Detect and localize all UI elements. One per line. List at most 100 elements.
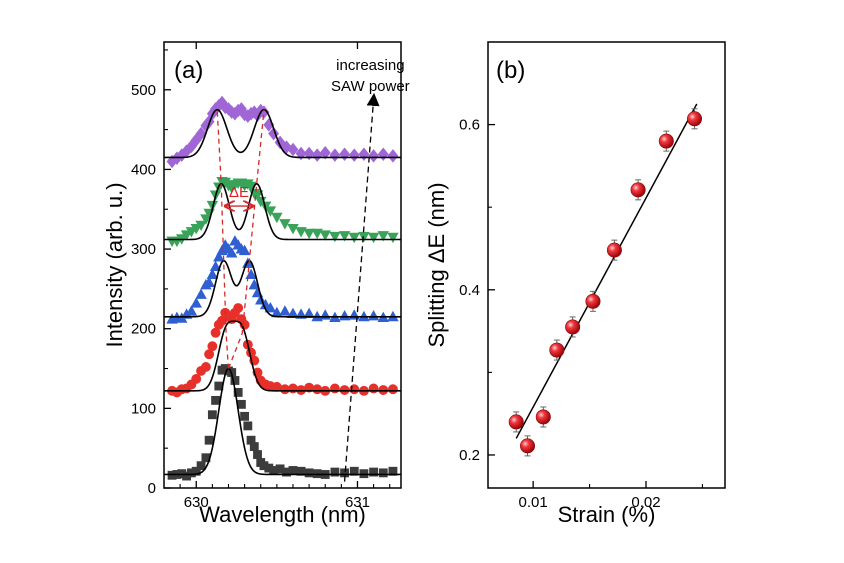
x-tick-label: 630 [184,494,209,511]
data-point [186,468,196,478]
data-point [348,232,360,244]
data-point [271,306,283,318]
data-point [238,244,251,256]
data-point [296,466,306,476]
y-tick-label: 0.2 [459,447,480,464]
fit-curve [164,320,401,392]
panel-a: increasing SAW power ΔE 0 100 200 300 400 500… [102,41,410,527]
data-point [211,395,221,405]
data-point [367,309,380,321]
data-point [329,383,340,394]
panel-b-axes: 0.2 0.4 0.6 0.01 0.02 [459,117,703,511]
data-point [378,468,388,478]
x-tick-label: 0.02 [631,494,660,511]
data-point [203,276,215,287]
guide-line-left [216,109,230,369]
panel-b-frame [487,41,726,489]
y-tick-label: 0.6 [459,117,480,134]
data-point [304,468,314,478]
data-point [348,309,360,320]
data-point [319,230,331,241]
data-point [519,435,535,457]
data-point [358,231,370,243]
data-point [387,149,399,163]
panel-a-frame [163,41,402,489]
data-point [287,223,299,235]
data-point [358,147,370,162]
data-point [233,303,244,313]
data-point [658,130,674,152]
panel-b-x-axis-title: Strain (%) [558,502,656,527]
fit-curve [164,182,401,241]
y-tick-label: 100 [131,400,156,417]
data-point [214,381,224,391]
data-point [271,212,283,224]
data-point [535,406,551,428]
data-point [339,385,350,395]
data-point [185,139,197,154]
data-point [348,148,360,162]
data-point [288,466,298,475]
data-point [207,341,218,352]
data-point [229,106,241,121]
data-point [236,399,246,409]
data-point [252,108,263,123]
data-point [191,373,202,384]
fit-curve [164,108,401,159]
data-point [281,140,292,154]
data-point [329,231,341,243]
guide-line-right [227,109,265,369]
data-point [378,385,389,395]
data-point [181,144,193,158]
data-point [377,231,389,242]
panel-a-axes: 0 100 200 300 400 500 630 631 [131,42,391,511]
delta-e-label: ΔE [229,184,249,201]
data-point [195,288,207,299]
data-point [210,327,221,338]
data-point [279,305,291,316]
data-point [303,307,315,319]
y-tick-label: 0 [148,480,156,497]
data-point [340,468,349,478]
data-point [338,309,351,321]
data-point [191,466,201,476]
data-point [282,467,291,477]
data-point [387,232,399,244]
data-point [287,142,299,157]
data-point [243,421,253,431]
data-point [349,384,360,395]
data-point [201,453,211,463]
y-tick-label: 500 [131,82,156,99]
data-point [585,290,601,312]
data-point [259,461,269,471]
data-point [246,435,256,445]
data-point [279,219,291,230]
data-point [312,384,323,395]
data-point [330,467,340,477]
series-purple [166,95,399,169]
data-point [245,181,257,193]
data-point [319,145,331,160]
data-point [271,381,282,392]
data-point [311,148,323,162]
panel-a-plot-area [164,95,401,481]
data-point [204,435,214,445]
data-point [206,268,219,279]
data-point [230,376,240,385]
panel-b-label: (b) [496,57,525,84]
data-point [223,102,234,116]
data-point [225,247,238,258]
data-point [248,278,261,290]
data-point [349,466,359,476]
panel-a-label: (a) [174,57,203,84]
increasing-saw-power-arrow [343,92,380,482]
splitting-guide-lines [216,109,265,369]
data-point [339,147,351,162]
data-point [319,309,331,320]
x-tick-label: 631 [345,494,370,511]
data-point [182,471,191,481]
panel-b: 0.2 0.4 0.6 0.01 0.02 (b) Strain (%) Splitti… [424,41,726,527]
data-point [213,251,225,262]
data-point [185,305,198,316]
